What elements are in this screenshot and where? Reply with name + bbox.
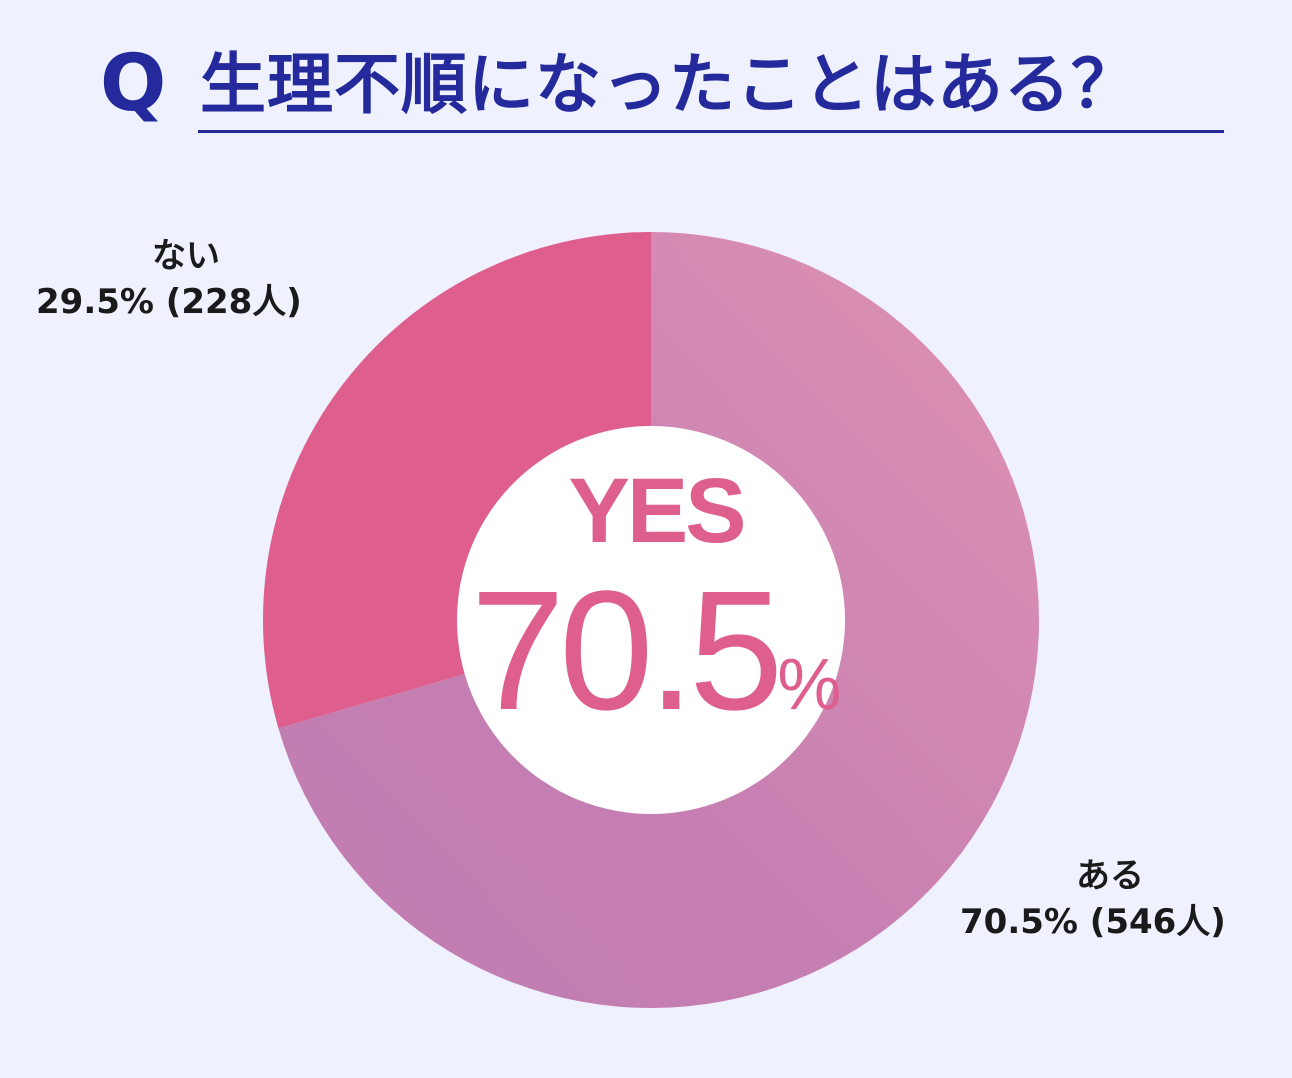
- center-headline: YES: [568, 460, 746, 562]
- question-mark-q: Q: [100, 39, 167, 129]
- pie-center-hole: [457, 426, 845, 814]
- slice-label-aru-name: ある: [1076, 856, 1144, 896]
- center-percentage: 70.5%: [456, 566, 856, 770]
- center-percentage-value: 70.5: [470, 556, 784, 746]
- center-percentage-unit: %: [777, 645, 842, 725]
- slice-label-aru: ある 70.5% (546人): [960, 853, 1260, 945]
- slice-label-aru-detail: 70.5% (546人): [960, 902, 1226, 942]
- slice-label-nai: ない 29.5% (228人): [36, 233, 336, 325]
- slice-label-nai-detail: 29.5% (228人): [36, 282, 302, 322]
- slice-label-nai-name: ない: [152, 236, 220, 276]
- title-underline: [198, 130, 1224, 133]
- chart-title: 生理不順になったことはある？: [200, 46, 1138, 123]
